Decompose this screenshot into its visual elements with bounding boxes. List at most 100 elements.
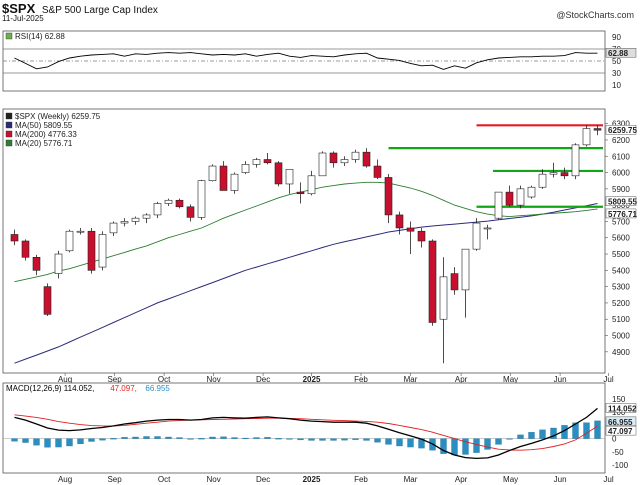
signal-value-label: 47.097 bbox=[608, 427, 633, 436]
macd-histogram-bar bbox=[451, 438, 458, 456]
macd-histogram-bar bbox=[88, 438, 95, 442]
ma20-value-label: 5776.71 bbox=[608, 210, 637, 219]
macd-histogram-bar bbox=[110, 438, 117, 440]
candle-down[interactable] bbox=[10, 234, 19, 242]
macd-panel: -100-50050100150MACD(12,26,9) 114.052,47… bbox=[2, 382, 637, 484]
price-legend-1-swatch bbox=[5, 121, 13, 129]
candle-up[interactable] bbox=[153, 203, 162, 216]
candle-up[interactable] bbox=[98, 234, 107, 268]
macd-histogram-bar bbox=[253, 437, 260, 439]
price-legend-2-swatch bbox=[5, 130, 13, 138]
candle-up[interactable] bbox=[208, 165, 217, 182]
month-label: Apr bbox=[455, 375, 468, 384]
macd-histogram-bar bbox=[495, 438, 502, 445]
candle-up[interactable] bbox=[549, 172, 558, 175]
price-tick-label: 5500 bbox=[612, 250, 630, 259]
price-panel: 4900500051005200530054005500560057005800… bbox=[2, 108, 637, 384]
macd-histogram-bar bbox=[132, 436, 139, 439]
candle-down[interactable] bbox=[329, 152, 338, 164]
macd-histogram-bar bbox=[264, 437, 271, 439]
ma20-value-label-box bbox=[605, 208, 637, 219]
candle-down[interactable] bbox=[406, 227, 415, 232]
candle-down[interactable] bbox=[395, 214, 404, 229]
candle-up[interactable] bbox=[285, 168, 294, 185]
candle-down[interactable] bbox=[263, 159, 272, 164]
candle-down[interactable] bbox=[450, 273, 459, 291]
month-label: Oct bbox=[158, 375, 171, 384]
macd-histogram-bar bbox=[198, 438, 205, 440]
candle-down[interactable] bbox=[593, 128, 602, 131]
macd-month-label: Jun bbox=[554, 475, 567, 484]
candle-down[interactable] bbox=[373, 165, 382, 178]
candle-up[interactable] bbox=[527, 186, 536, 198]
candle-down[interactable] bbox=[186, 206, 195, 218]
candle-up[interactable] bbox=[230, 173, 239, 191]
candle-up[interactable] bbox=[307, 175, 316, 195]
price-tick-label: 5000 bbox=[612, 332, 630, 341]
candle-down[interactable] bbox=[21, 240, 30, 258]
candle-up[interactable] bbox=[340, 159, 349, 164]
candle-up[interactable] bbox=[197, 180, 206, 218]
candle-up[interactable] bbox=[472, 222, 481, 250]
candle-up[interactable] bbox=[241, 164, 250, 173]
macd-histogram-bar bbox=[77, 438, 84, 445]
candle-up[interactable] bbox=[483, 227, 492, 230]
macd-histogram-bar bbox=[165, 436, 172, 439]
price-tick-label: 5300 bbox=[612, 283, 630, 292]
candle-up[interactable] bbox=[76, 230, 85, 233]
macd-histogram-bar bbox=[517, 434, 524, 439]
candle-down[interactable] bbox=[43, 286, 52, 315]
macd-histogram-bar bbox=[594, 420, 601, 439]
candle-down[interactable] bbox=[175, 199, 184, 208]
price-tick-label: 5100 bbox=[612, 315, 630, 324]
candle-up[interactable] bbox=[351, 151, 360, 160]
candle-up[interactable] bbox=[494, 191, 503, 219]
price-tick-label: 5600 bbox=[612, 234, 630, 243]
candle-up[interactable] bbox=[109, 222, 118, 234]
candle-down[interactable] bbox=[32, 256, 41, 271]
candle-up[interactable] bbox=[54, 253, 63, 274]
hist-value-label-box bbox=[605, 416, 637, 427]
candle-up[interactable] bbox=[164, 199, 173, 204]
macd-histogram-bar bbox=[220, 436, 227, 439]
macd-histogram-bar bbox=[44, 438, 51, 448]
candle-down[interactable] bbox=[274, 162, 283, 185]
candle-up[interactable] bbox=[439, 276, 448, 320]
candle-down[interactable] bbox=[428, 240, 437, 323]
candle-down[interactable] bbox=[384, 177, 393, 216]
candle-down[interactable] bbox=[560, 172, 569, 177]
candle-up[interactable] bbox=[65, 230, 74, 252]
macd-month-label: Sep bbox=[107, 475, 122, 484]
candle-up[interactable] bbox=[582, 128, 591, 146]
candle-up[interactable] bbox=[252, 159, 261, 165]
candle-up[interactable] bbox=[142, 214, 151, 219]
candle-up[interactable] bbox=[571, 144, 580, 177]
price-tick-label: 6000 bbox=[612, 169, 630, 178]
month-label: Jul bbox=[603, 375, 613, 384]
candle-up[interactable] bbox=[461, 248, 470, 291]
stockcharts-credit[interactable]: @StockCharts.com bbox=[556, 10, 634, 20]
macd-histogram-bar bbox=[22, 438, 29, 443]
candle-up[interactable] bbox=[538, 173, 547, 188]
chart-symbol-header: $SPX S&P 500 Large Cap Index bbox=[2, 1, 158, 16]
macd-month-label: Apr bbox=[455, 475, 468, 484]
candle-down[interactable] bbox=[362, 151, 371, 167]
candle-down[interactable] bbox=[417, 230, 426, 242]
macd-histogram-bar bbox=[297, 438, 304, 441]
candle-up[interactable] bbox=[516, 188, 525, 206]
candle-down[interactable] bbox=[505, 191, 514, 206]
price-legend-1: MA(50) 5809.55 bbox=[15, 121, 73, 130]
macd-histogram-bar bbox=[572, 422, 579, 439]
candle-up[interactable] bbox=[318, 152, 327, 177]
macd-histogram-bar bbox=[154, 436, 161, 439]
macd-value-label: 114.052 bbox=[608, 404, 637, 413]
candle-up[interactable] bbox=[131, 217, 140, 222]
signal-value-label-box bbox=[605, 425, 637, 436]
candle-down[interactable] bbox=[296, 191, 305, 195]
candle-down[interactable] bbox=[219, 165, 228, 191]
candle-down[interactable] bbox=[87, 230, 96, 271]
macd-histogram-bar bbox=[539, 429, 546, 439]
rsi-tick-label: 10 bbox=[612, 81, 621, 90]
candle-up[interactable] bbox=[120, 221, 129, 224]
